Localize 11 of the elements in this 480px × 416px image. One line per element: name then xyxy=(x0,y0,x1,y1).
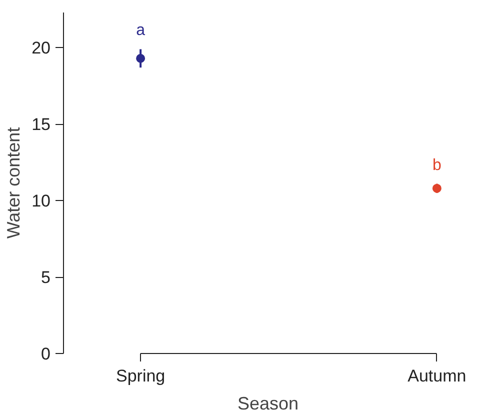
annotation: a xyxy=(136,22,146,40)
x-axis-title: Season xyxy=(237,394,299,414)
y-axis-title: Water content xyxy=(4,127,24,239)
y-tick-label: 5 xyxy=(41,268,51,288)
x-tick-label: Autumn xyxy=(408,366,466,386)
y-tick-label: 20 xyxy=(32,38,51,58)
annotation: b xyxy=(432,156,442,174)
y-tick-label: 15 xyxy=(32,115,51,134)
y-tick-label: 10 xyxy=(32,192,51,211)
x-tick-label: Spring xyxy=(116,366,166,386)
y-tick-label: 0 xyxy=(41,344,51,364)
